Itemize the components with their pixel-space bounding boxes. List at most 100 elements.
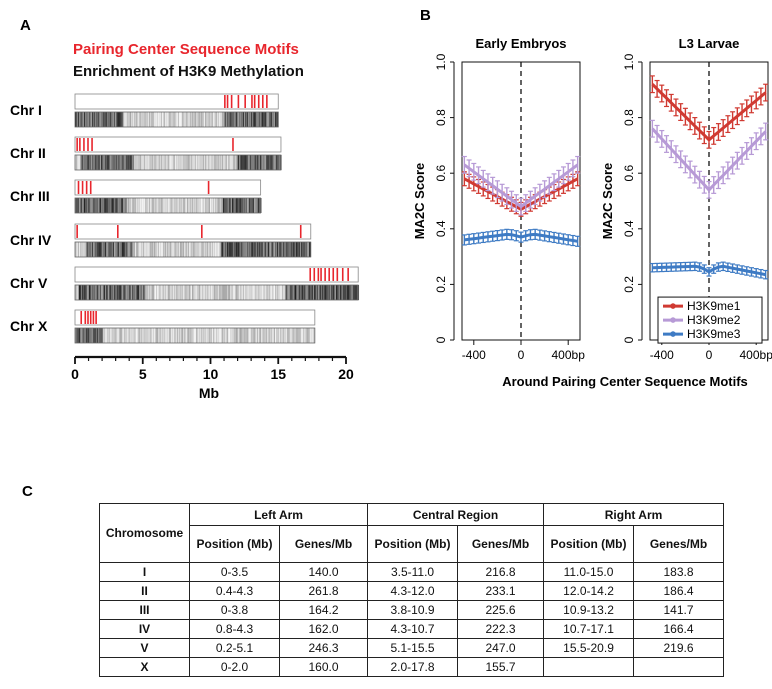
methyl-band (188, 328, 190, 343)
methyl-band (148, 285, 151, 300)
methyl-band (82, 328, 84, 343)
methyl-band (254, 112, 256, 127)
table-cell-chromosome: III (99, 600, 190, 620)
methyl-band (299, 242, 301, 257)
methyl-band (96, 112, 98, 127)
methyl-band (194, 155, 196, 170)
methyl-band (235, 112, 238, 127)
methyl-band (190, 242, 192, 257)
y-tick-label: 0.6 (622, 165, 636, 182)
methyl-band (213, 112, 215, 127)
methyl-band (253, 285, 255, 300)
methyl-band (149, 112, 151, 127)
methyl-band (111, 155, 113, 170)
methyl-band (235, 285, 238, 300)
methyl-band (96, 242, 98, 257)
methyl-band (317, 285, 319, 300)
methyl-band (125, 285, 127, 300)
methyl-band (187, 242, 189, 257)
methyl-band (91, 112, 93, 127)
methyl-band (234, 328, 236, 343)
methyl-band (122, 155, 124, 170)
methyl-band (108, 328, 110, 343)
methyl-band (80, 198, 82, 213)
methyl-band (249, 328, 251, 343)
methyl-band (231, 285, 233, 300)
motif-track (74, 223, 312, 240)
methyl-band (146, 285, 148, 300)
methyl-band (94, 285, 96, 300)
methyl-band (153, 285, 155, 300)
methyl-band (231, 112, 233, 127)
methyl-band (266, 242, 268, 257)
methyl-band (119, 112, 121, 127)
motif-mark (76, 138, 78, 151)
methyl-band (104, 285, 106, 300)
methyl-band (158, 328, 160, 343)
methyl-band (270, 242, 273, 257)
methyl-band (131, 242, 134, 257)
methyl-band (171, 242, 173, 257)
methyl-band (261, 242, 264, 257)
methyl-band (122, 155, 125, 170)
methyl-band (331, 285, 333, 300)
header-chromosome: Chromosome (99, 503, 190, 563)
methyl-band (215, 155, 217, 170)
methyl-band (102, 242, 104, 257)
methyl-band (357, 285, 359, 300)
methyl-band (229, 112, 231, 127)
methyl-band (190, 155, 192, 170)
methyl-band (114, 328, 116, 343)
methyl-band (114, 198, 116, 213)
methyl-band (138, 112, 140, 127)
methyl-band (191, 328, 193, 343)
methyl-band (157, 328, 159, 343)
methyl-band (78, 198, 80, 213)
methyl-band (235, 155, 238, 170)
methyl-band (79, 112, 81, 127)
methyl-band (116, 242, 118, 257)
methyl-band (208, 198, 210, 213)
methyl-band (78, 285, 80, 300)
methyl-band (309, 285, 311, 300)
methyl-band (219, 198, 221, 213)
methyl-band (157, 242, 160, 257)
methyl-band (240, 155, 242, 170)
methyl-band (266, 112, 268, 127)
methyl-band (243, 328, 245, 343)
methyl-band (274, 285, 276, 300)
table-cell: 11.0-15.0 (543, 562, 635, 582)
methyl-band (279, 328, 281, 343)
methyl-band (151, 242, 153, 257)
methyl-band (112, 198, 114, 213)
methyl-band (262, 155, 264, 170)
methyl-band (153, 198, 155, 213)
methyl-band (230, 112, 232, 127)
methyl-band (111, 112, 113, 127)
methyl-band (200, 198, 202, 213)
methyl-band (110, 155, 112, 170)
methyl-band (306, 242, 308, 257)
methyl-band (161, 155, 164, 170)
methyl-band (307, 328, 309, 343)
methyl-band (148, 242, 151, 257)
methyl-band (121, 328, 123, 343)
motif-mark (336, 268, 339, 281)
methyl-band (355, 285, 357, 300)
methyl-band (75, 242, 77, 257)
methyl-band (243, 198, 245, 213)
methyl-band (97, 112, 99, 127)
methyl-band (264, 285, 266, 300)
methyl-band (306, 285, 308, 300)
methyl-band (203, 112, 205, 127)
methyl-band (147, 198, 149, 213)
methyl-band (287, 242, 289, 257)
methyl-band (248, 112, 251, 127)
methyl-band (104, 328, 106, 343)
methyl-band (87, 285, 89, 300)
methyl-band (76, 198, 78, 213)
subheader-right-position: Position (Mb) (543, 525, 635, 563)
methyl-band (177, 242, 179, 257)
methyl-band (109, 328, 112, 343)
methyl-band (312, 285, 314, 300)
